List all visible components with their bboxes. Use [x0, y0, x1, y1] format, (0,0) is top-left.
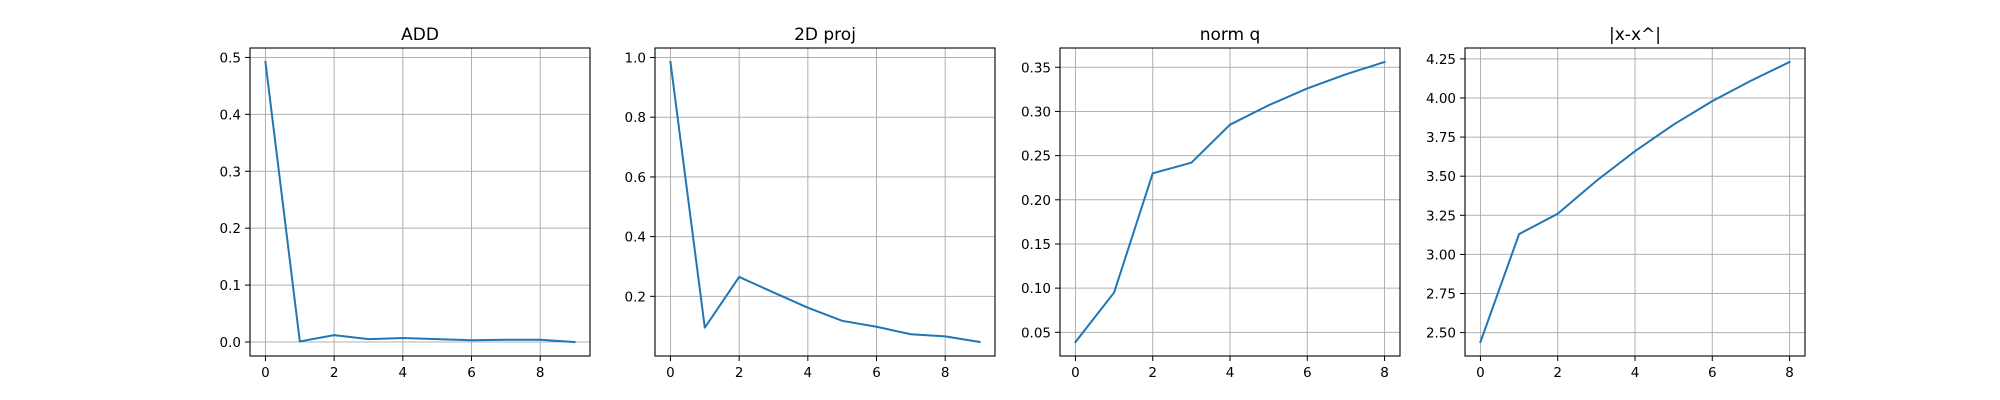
y-tick-label: 0.5: [220, 50, 241, 66]
series-line: [1479, 60, 1791, 344]
chart-title: |x-x^|: [1609, 25, 1661, 45]
y-tick-label: 0.20: [1021, 193, 1051, 209]
chart-title: norm q: [1200, 25, 1261, 45]
x-tick-label: 2: [1148, 365, 1157, 381]
y-tick-label: 0.4: [625, 230, 646, 246]
y-tick-label: 0.2: [220, 221, 241, 237]
y-tick-label: 0.05: [1021, 325, 1051, 341]
x-tick-label: 4: [1226, 365, 1235, 381]
y-tick-label: 0.4: [220, 107, 241, 123]
y-tick-label: 0.35: [1021, 60, 1051, 76]
x-tick-label: 6: [872, 365, 881, 381]
x-tick-label: 4: [399, 365, 408, 381]
chart-title: ADD: [401, 25, 439, 45]
y-tick-label: 0.6: [625, 170, 646, 186]
chart-add: ADD 0 2 4 6 8 0.0 0.1 0.2 0.3 0.4 0.5: [220, 25, 591, 381]
y-tick-label: 4.25: [1426, 52, 1456, 68]
x-tick-label: 8: [1785, 365, 1794, 381]
y-tick-label: 3.50: [1426, 169, 1456, 185]
x-tick-label: 4: [1631, 365, 1640, 381]
y-tick-label: 0.8: [625, 110, 646, 126]
y-tick-label: 3.75: [1426, 130, 1456, 146]
y-tick-label: 0.3: [220, 164, 241, 180]
series-line: [669, 60, 981, 344]
y-tick-label: 4.00: [1426, 91, 1456, 107]
y-tick-label: 3.00: [1426, 247, 1456, 263]
chart-title: 2D proj: [794, 25, 856, 45]
x-tick-label: 6: [1303, 365, 1312, 381]
x-tick-label: 6: [467, 365, 476, 381]
x-tick-label: 8: [1380, 365, 1389, 381]
chart-norm-q: norm q 0 2 4 6 8 0.05 0.10 0.15 0.20 0.25 0.30 0.35: [1021, 25, 1401, 381]
x-tick-label: 0: [261, 365, 270, 381]
x-tick-label: 2: [330, 365, 339, 381]
y-tick-label: 0.0: [220, 335, 241, 351]
axes-frame: [249, 47, 591, 357]
y-tick-label: 2.50: [1426, 326, 1456, 342]
series-line: [1074, 60, 1386, 344]
y-tick-label: 0.1: [220, 278, 241, 294]
y-tick-label: 0.10: [1021, 281, 1051, 297]
x-tick-label: 2: [1553, 365, 1562, 381]
y-tick-label: 0.25: [1021, 149, 1051, 165]
x-tick-label: 2: [735, 365, 744, 381]
y-tick-label: 0.2: [625, 289, 646, 305]
x-tick-label: 8: [941, 365, 950, 381]
y-tick-label: 2.75: [1426, 287, 1456, 303]
x-tick-label: 8: [536, 365, 545, 381]
y-tick-label: 3.25: [1426, 208, 1456, 224]
chart-2d-proj: 2D proj 0 2 4 6 8 0.2 0.4 0.6 0.8 1.0: [625, 25, 996, 381]
x-tick-label: 0: [1071, 365, 1080, 381]
x-tick-label: 4: [804, 365, 813, 381]
chart-x-error: |x-x^| 0 2 4 6 8 2.50 2.75 3.00 3.25 3.50 3.75 4.00…: [1426, 25, 1806, 381]
x-tick-label: 6: [1708, 365, 1717, 381]
axes-frame: [654, 47, 996, 357]
y-tick-label: 0.15: [1021, 237, 1051, 253]
x-tick-label: 0: [1476, 365, 1485, 381]
y-tick-label: 0.30: [1021, 104, 1051, 120]
series-line: [264, 60, 576, 344]
x-tick-label: 0: [666, 365, 675, 381]
y-tick-label: 1.0: [625, 51, 646, 67]
